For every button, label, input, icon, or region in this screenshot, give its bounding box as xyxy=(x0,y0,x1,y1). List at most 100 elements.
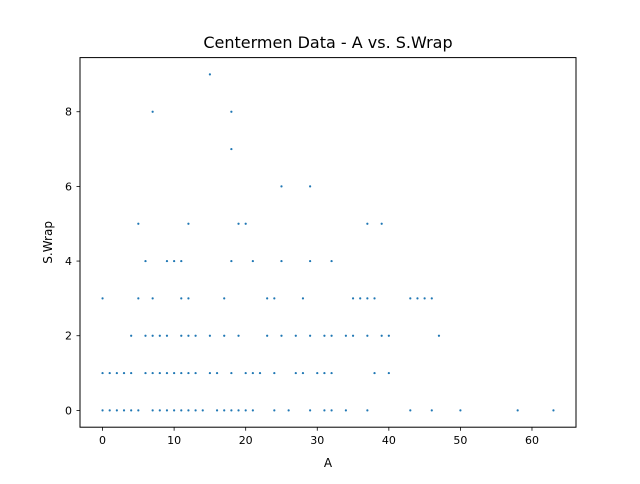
data-point xyxy=(301,297,305,300)
data-point xyxy=(151,334,154,337)
data-point xyxy=(165,334,169,337)
data-point xyxy=(101,409,104,412)
x-tick-label: 50 xyxy=(453,434,467,447)
data-point xyxy=(373,297,376,300)
data-point xyxy=(180,297,183,300)
x-tick-label: 0 xyxy=(99,434,106,447)
data-point xyxy=(287,409,290,412)
data-point xyxy=(244,409,247,412)
x-tick-label: 40 xyxy=(382,434,396,447)
data-point xyxy=(230,110,233,113)
data-point xyxy=(258,371,262,375)
x-tick-label: 20 xyxy=(239,434,253,447)
data-point xyxy=(237,334,240,337)
data-point xyxy=(351,297,355,300)
data-point xyxy=(366,409,369,412)
data-point xyxy=(215,409,219,412)
data-point xyxy=(230,259,233,263)
data-point xyxy=(144,259,147,263)
data-point xyxy=(130,371,133,375)
data-point xyxy=(137,297,140,300)
data-point xyxy=(251,409,254,412)
x-tick-label: 10 xyxy=(167,434,181,447)
x-tick-label: 60 xyxy=(525,434,539,447)
data-point xyxy=(208,334,211,337)
data-point xyxy=(144,334,147,337)
x-axis-ticks: 0 10 20 30 40 50 60 xyxy=(99,427,539,447)
data-point xyxy=(330,371,333,375)
y-tick-label: 6 xyxy=(65,180,72,193)
data-point xyxy=(273,409,276,412)
data-point xyxy=(137,222,140,225)
data-point xyxy=(409,409,412,412)
data-point xyxy=(266,334,269,337)
data-point xyxy=(173,259,176,263)
data-point xyxy=(359,297,362,300)
data-point xyxy=(301,371,305,375)
y-axis-ticks: 0 2 4 6 8 xyxy=(65,106,80,417)
y-tick-label: 2 xyxy=(65,330,72,343)
data-point xyxy=(430,297,433,300)
y-tick-label: 0 xyxy=(65,404,72,417)
data-point xyxy=(366,222,369,225)
data-point xyxy=(380,334,383,337)
data-point xyxy=(158,409,161,412)
data-point xyxy=(122,371,126,375)
x-axis-label: A xyxy=(324,456,333,470)
data-point xyxy=(280,334,283,337)
data-point xyxy=(309,409,312,412)
data-point xyxy=(387,334,390,337)
data-point xyxy=(309,334,312,337)
data-point xyxy=(201,409,204,412)
data-point xyxy=(323,409,326,412)
points-layer xyxy=(101,73,555,412)
data-point xyxy=(552,409,555,412)
data-point xyxy=(223,409,226,412)
data-point xyxy=(187,297,190,300)
data-point xyxy=(151,409,154,412)
data-point xyxy=(144,371,147,375)
data-point xyxy=(344,334,347,337)
data-point xyxy=(180,259,183,263)
data-point xyxy=(158,371,161,375)
data-point xyxy=(180,409,183,412)
data-point xyxy=(165,371,169,375)
y-axis-label: S.Wrap xyxy=(41,221,55,264)
data-point xyxy=(151,110,154,113)
data-point xyxy=(237,222,240,225)
data-point xyxy=(101,297,104,300)
data-point xyxy=(323,334,326,337)
data-point xyxy=(108,409,111,412)
data-point xyxy=(244,371,247,375)
data-point xyxy=(266,297,269,300)
data-point xyxy=(108,371,111,375)
data-point xyxy=(230,371,233,375)
data-point xyxy=(115,371,118,375)
data-point xyxy=(208,371,211,375)
data-point xyxy=(151,371,154,375)
data-point xyxy=(187,371,190,375)
data-point xyxy=(223,334,226,337)
data-point xyxy=(437,334,441,337)
data-point xyxy=(194,334,197,337)
x-tick-label: 30 xyxy=(310,434,324,447)
data-point xyxy=(130,409,133,412)
data-point xyxy=(387,371,390,375)
data-point xyxy=(409,297,412,300)
data-point xyxy=(194,409,197,412)
data-point xyxy=(366,297,369,300)
data-point xyxy=(237,409,240,412)
data-point xyxy=(194,371,197,375)
data-point xyxy=(251,259,254,263)
data-point xyxy=(230,409,233,412)
data-point xyxy=(316,371,319,375)
data-point xyxy=(273,297,276,300)
data-point xyxy=(215,371,219,375)
data-point xyxy=(430,409,433,412)
data-point xyxy=(416,297,419,300)
data-point xyxy=(309,185,312,188)
data-point xyxy=(208,73,211,76)
